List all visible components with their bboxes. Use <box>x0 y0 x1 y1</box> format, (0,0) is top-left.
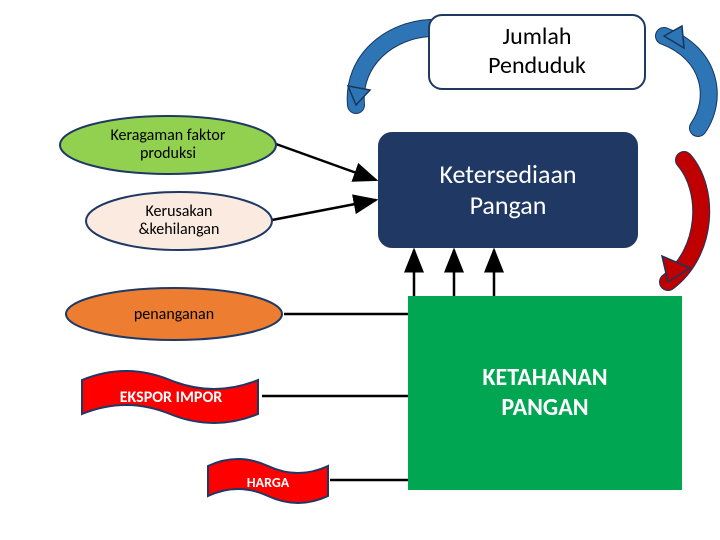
label: HARGA <box>247 474 290 491</box>
node-ekspor-impor: EKSPOR IMPOR <box>82 368 260 426</box>
label: EKSPOR IMPOR <box>120 388 223 407</box>
label: Kerusakan&kehilangan <box>139 203 220 240</box>
label: KetersediaanPangan <box>439 159 576 221</box>
label: Keragaman faktorproduksi <box>111 127 226 164</box>
node-ketersediaan-pangan: KetersediaanPangan <box>378 132 638 248</box>
node-keragaman: Keragaman faktorproduksi <box>60 116 276 174</box>
node-ketahanan-pangan: KETAHANANPANGAN <box>408 296 682 490</box>
label: KETAHANANPANGAN <box>482 363 607 423</box>
node-jumlah-penduduk: JumlahPenduduk <box>428 14 646 90</box>
node-kerusakan: Kerusakan&kehilangan <box>86 192 272 250</box>
node-penanganan: penanganan <box>66 288 282 340</box>
label: JumlahPenduduk <box>488 23 586 81</box>
label: penanganan <box>134 305 214 324</box>
node-harga: HARGA <box>208 454 328 510</box>
